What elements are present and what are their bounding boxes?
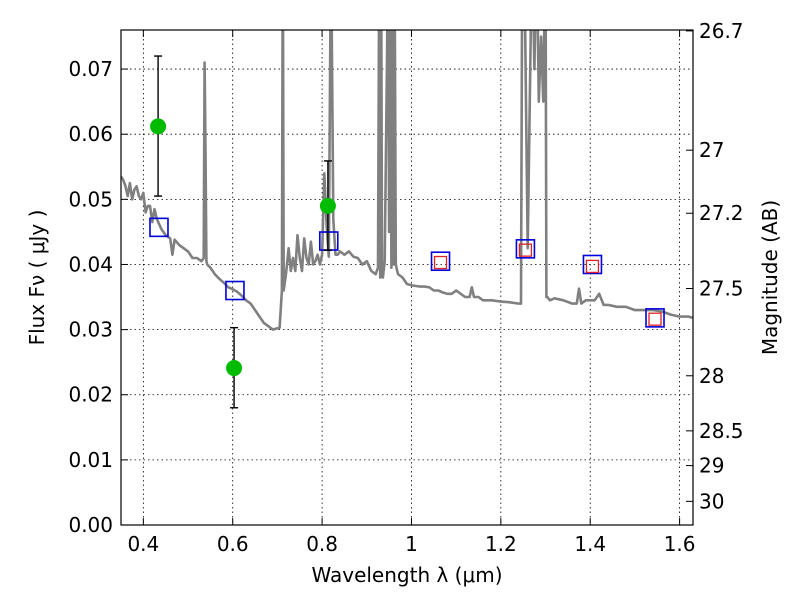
- model-photometry-square: [430, 251, 451, 272]
- model-photometry-square: [225, 280, 245, 301]
- x-tick-label: 0.8: [306, 532, 338, 556]
- model-photometry-square: [515, 239, 536, 259]
- mag-tick-label: 26.7: [699, 19, 744, 43]
- x-axis-title: Wavelength λ (μm): [311, 563, 502, 587]
- model-photometry-square: [645, 308, 665, 328]
- mag-tick-label: 27.2: [699, 201, 744, 225]
- spectrum-layer: [121, 30, 693, 331]
- observed-photometry-square: [433, 255, 448, 270]
- mag-tick-label: 27.5: [699, 277, 744, 301]
- x-tick-label: 0.4: [127, 532, 159, 556]
- detection-point: [226, 360, 243, 377]
- x-tick-label: 0.6: [217, 532, 249, 556]
- x-tick-label: 1.4: [574, 532, 606, 556]
- x-tick-label: 1.6: [664, 532, 696, 556]
- model-photometry-square: [582, 254, 603, 275]
- y-tick-label: 0.07: [68, 57, 113, 81]
- y-tick-label: 0.02: [68, 383, 113, 407]
- observed-photometry-square: [648, 312, 662, 326]
- mag-tick-label: 28: [699, 364, 724, 388]
- mag-tick-label: 27: [699, 138, 724, 162]
- ticks-layer: 0.4 0.6 0.8 1 1.2 1.4 1.6 0.00 0.01 0.02 0.03 0.04 0…: [68, 19, 743, 556]
- spectrum-line: [121, 30, 693, 331]
- mag-tick-label: 30: [699, 489, 724, 513]
- y2-axis-title: Magnitude (AB): [758, 200, 782, 355]
- y-tick-label: 0.03: [68, 318, 113, 342]
- grid-layer: [121, 30, 693, 526]
- y-tick-label: 0.00: [68, 513, 113, 537]
- y-axis-title: Flux Fν ( μJy ): [25, 210, 49, 346]
- x-tick-label: 1.2: [485, 532, 517, 556]
- points-layer: [149, 55, 665, 409]
- detection-point: [319, 197, 336, 214]
- model-photometry-square: [149, 217, 169, 238]
- mag-tick-label: 29: [699, 454, 724, 478]
- y-tick-label: 0.01: [68, 448, 113, 472]
- y-tick-label: 0.05: [68, 187, 113, 211]
- observed-photometry-square: [585, 259, 600, 274]
- y-tick-label: 0.06: [68, 122, 113, 146]
- y-tick-label: 0.04: [68, 252, 113, 276]
- mag-tick-label: 28.5: [699, 419, 744, 443]
- observed-photometry-square: [518, 243, 533, 257]
- plot-frame: [120, 29, 694, 526]
- x-tick-label: 1: [405, 532, 418, 556]
- detection-point: [150, 118, 167, 135]
